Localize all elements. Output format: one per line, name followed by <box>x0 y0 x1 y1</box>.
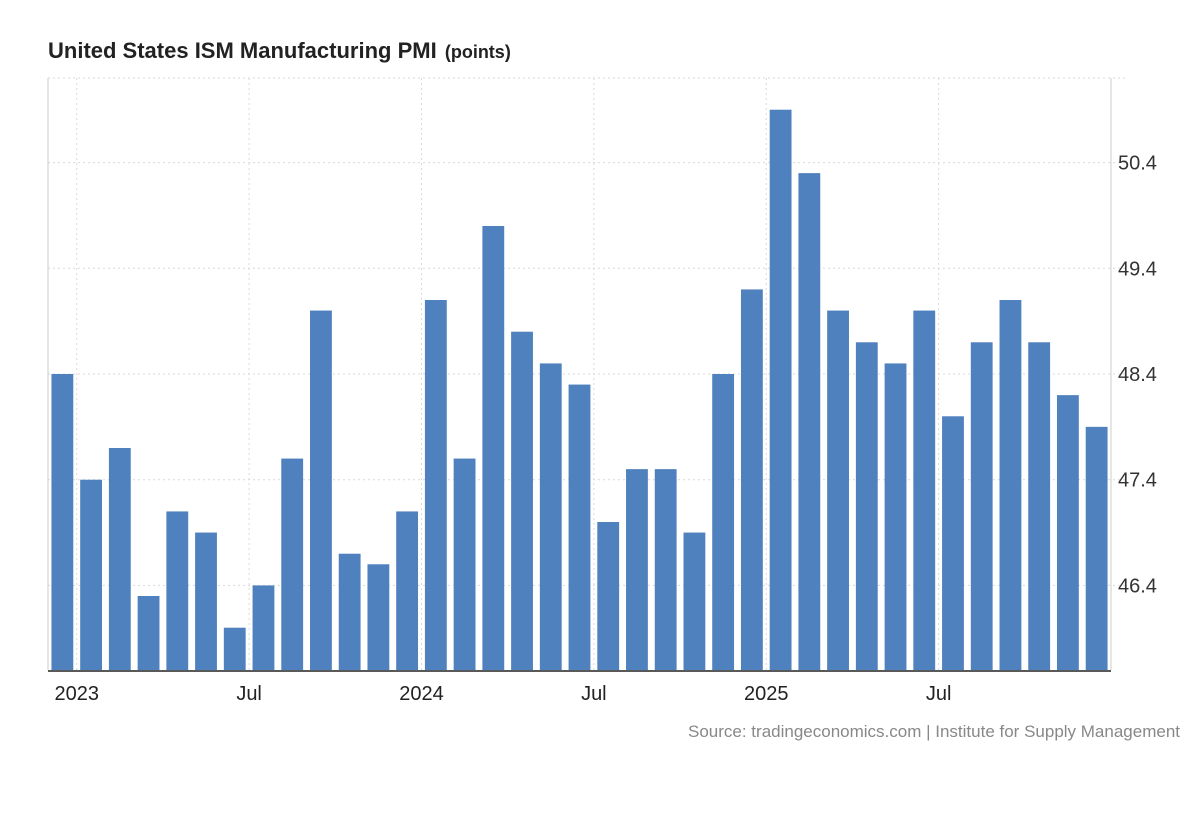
bar: Jan 2024: 49.1 <box>424 300 447 670</box>
bar: Nov 2025: 48.2 <box>1056 395 1079 670</box>
y-tick-label: 50.4 <box>1118 153 1157 175</box>
bar: Dec 2024: 49.2 <box>740 289 763 670</box>
bar: Apr 2025: 48.7 <box>855 342 878 670</box>
bar: May 2023: 46.9 <box>195 532 217 670</box>
bar: Jun 2025: 49 <box>913 310 936 670</box>
axis-layer: 46.4 47.4 48.4 49.4 50.4 2023 Jul 2024 Jul 2025 Ju… <box>47 78 1157 705</box>
bar: Sep 2025: 49.1 <box>999 300 1022 670</box>
bar: Nov 2023: 46.6 <box>367 564 390 670</box>
y-tick-label: 47.4 <box>1118 470 1157 492</box>
bar: Jul 2025: 48 <box>942 416 964 670</box>
bar: Apr 2023: 47.1 <box>166 511 189 670</box>
chart-source: Source: tradingeconomics.com | Institute… <box>688 722 1180 741</box>
bar: Dec 2025: 47.9 <box>1085 426 1108 670</box>
y-tick-label: 46.4 <box>1118 575 1157 597</box>
bar: Feb 2023: 47.7 <box>108 448 131 670</box>
bar: Mar 2025: 49 <box>827 310 849 670</box>
bar: Jul 2024: 47 <box>597 522 620 670</box>
x-tick-label: 2024 <box>399 683 444 705</box>
x-tick-label: Jul <box>926 683 952 705</box>
bar: Sep 2024: 47.5 <box>654 469 677 670</box>
bar: Feb 2025: 50.3 <box>798 173 821 670</box>
bar: Jan 2023: 47.4 <box>80 479 103 670</box>
bar: May 2024: 48.5 <box>539 363 562 670</box>
x-tick-label: 2023 <box>54 683 99 705</box>
bar: Aug 2024: 47.5 <box>626 469 648 670</box>
y-tick-label: 48.4 <box>1118 364 1157 386</box>
chart-unit: (points) <box>444 42 511 62</box>
bar: Aug 2023: 47.6 <box>281 458 304 670</box>
bar: Oct 2023: 46.7 <box>338 553 361 670</box>
bar: Dec 2022: 48.4 <box>51 374 74 670</box>
x-tick-label: Jul <box>236 683 262 705</box>
chart-title-text: United States ISM Manufacturing PMI <box>48 38 437 63</box>
bar: Mar 2024: 49.8 <box>482 226 505 670</box>
bar: Oct 2025: 48.7 <box>1028 342 1051 670</box>
chart-title: United States ISM Manufacturing PMI (poi… <box>48 38 511 64</box>
bar: Feb 2024: 47.6 <box>453 458 476 670</box>
y-tick-label: 49.4 <box>1118 258 1157 280</box>
bar: Oct 2024: 46.9 <box>683 532 706 670</box>
bar: Jun 2023: 46 <box>223 627 246 670</box>
bar: Aug 2025: 48.7 <box>970 342 993 670</box>
bar: Dec 2023: 47.1 <box>396 511 419 670</box>
bar-layer: Dec 2022: 48.4 Jan 2023: 47.4Feb 2023: 47… <box>51 109 1108 670</box>
x-tick-label: 2025 <box>744 683 789 705</box>
bar: Apr 2024: 48.8 <box>511 331 533 670</box>
bar: Nov 2024: 48.4 <box>712 374 735 670</box>
bar: May 2025: 48.5 <box>884 363 907 670</box>
x-tick-label: Jul <box>581 683 607 705</box>
bar: Jan 2025: 50.9 <box>769 109 792 670</box>
bar: Sep 2023: 49 <box>310 310 332 670</box>
bar: Jul 2023: 46.4 <box>252 585 275 670</box>
bar: Jun 2024: 48.3 <box>568 384 591 670</box>
bar: Mar 2023: 46.3 <box>137 596 160 670</box>
